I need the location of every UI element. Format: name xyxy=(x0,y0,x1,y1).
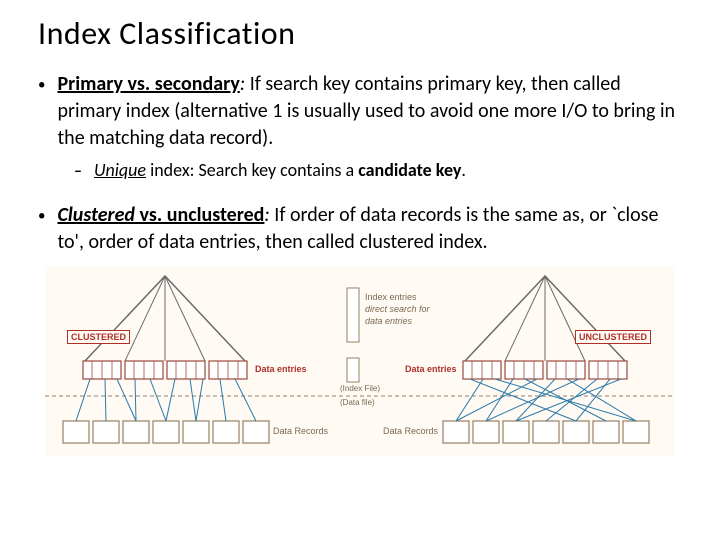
index-diagram: CLUSTERED UNCLUSTERED Index entries dire… xyxy=(45,266,675,456)
sub-bullet-1-tail-bold: candidate key xyxy=(358,159,461,181)
bullet-2: • Clustered vs. unclustered: If order of… xyxy=(38,202,682,256)
bullet-2-mid: vs. unclustered xyxy=(135,203,264,227)
index-file-label: (Index File) xyxy=(340,384,380,393)
bullet-marker: • xyxy=(38,205,45,228)
data-records-left: Data Records xyxy=(273,426,328,436)
sub-bullet-marker: – xyxy=(74,160,82,184)
bullet-2-text: Clustered vs. unclustered: If order of d… xyxy=(57,202,682,256)
sub-bullet-1-rest: index: Search key contains a xyxy=(146,159,358,181)
bullet-1: • Primary vs. secondary: If search key c… xyxy=(38,71,682,152)
data-entries-right: Data entries xyxy=(405,364,457,374)
index-entries-line3: data entries xyxy=(365,316,412,326)
sub-bullet-1: – Unique index: Search key contains a ca… xyxy=(38,158,682,184)
bullet-marker: • xyxy=(38,74,45,97)
bullet-1-text: Primary vs. secondary: If search key con… xyxy=(57,71,682,152)
data-records-right: Data Records xyxy=(383,426,438,436)
bullet-1-lead: Primary vs. secondary xyxy=(57,72,239,96)
data-file-label: (Data file) xyxy=(340,398,375,407)
data-entries-left: Data entries xyxy=(255,364,307,374)
index-entries-line1: Index entries xyxy=(365,292,417,302)
clustered-label: CLUSTERED xyxy=(67,330,130,344)
unclustered-label: UNCLUSTERED xyxy=(575,330,651,344)
sub-bullet-1-tail: . xyxy=(461,159,466,181)
sub-bullet-1-text: Unique index: Search key contains a cand… xyxy=(94,158,466,182)
bullet-2-lead: Clustered xyxy=(57,203,134,227)
index-entries-line2: direct search for xyxy=(365,304,430,314)
content-area: • Primary vs. secondary: If search key c… xyxy=(0,53,720,456)
page-title: Index Classification xyxy=(0,0,720,53)
sub-bullet-1-lead: Unique xyxy=(94,159,146,181)
